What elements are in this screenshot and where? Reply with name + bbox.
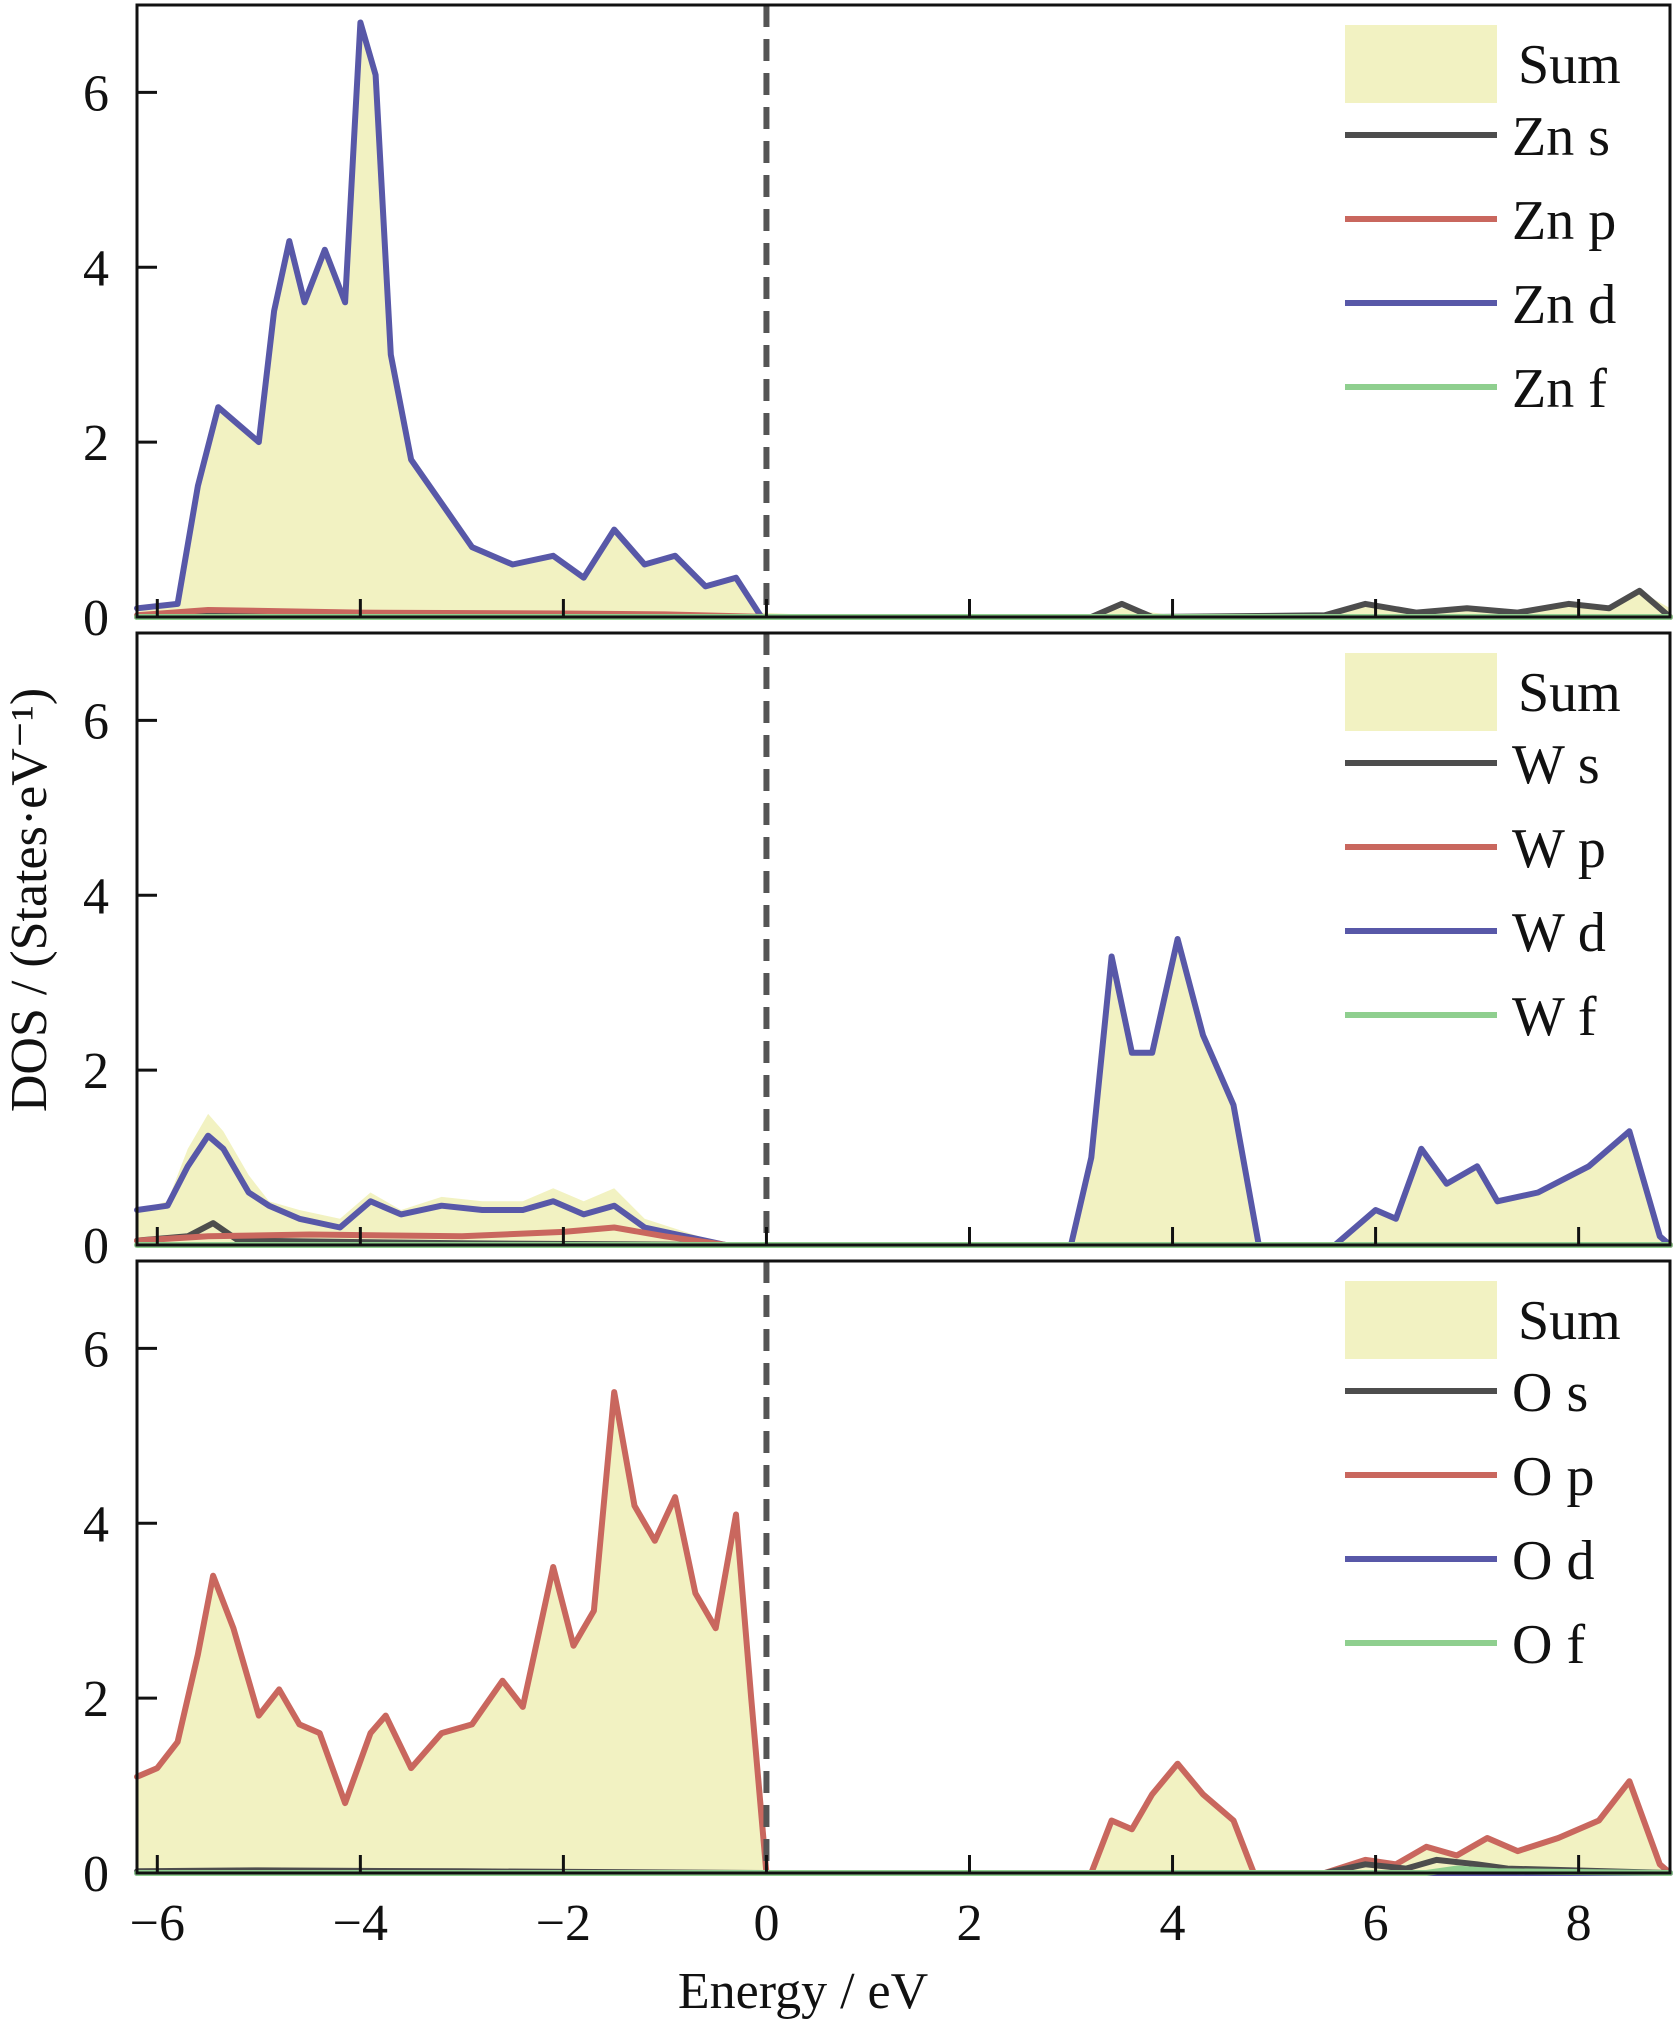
y-tick-label: 6 xyxy=(83,65,109,122)
y-tick-label: 0 xyxy=(83,590,109,647)
y-tick-label: 2 xyxy=(83,1043,109,1100)
legend-label: O s xyxy=(1512,1362,1588,1424)
sum-area xyxy=(137,22,1670,617)
legend-sum-swatch xyxy=(1345,25,1497,103)
legend-label: W s xyxy=(1512,734,1600,796)
y-tick-label: 2 xyxy=(83,1671,109,1728)
legend-label: O d xyxy=(1512,1530,1594,1592)
legend-label: Sum xyxy=(1518,662,1621,724)
x-tick-label: −2 xyxy=(536,1895,591,1952)
legend-sum-swatch xyxy=(1345,1281,1497,1359)
y-tick-label: 0 xyxy=(83,1846,109,1903)
legend-label: W d xyxy=(1512,902,1606,964)
x-tick-label: 8 xyxy=(1566,1895,1592,1952)
x-tick-label: −6 xyxy=(130,1895,185,1952)
legend-label: O p xyxy=(1512,1446,1594,1508)
panels-group: 0 2 4 6 Sum Zn s Zn p Zn d Zn f 0 2 4 6 Sum W s W p W d W… xyxy=(83,3,1673,1952)
legend: Sum O s O p O d O f xyxy=(1345,1281,1621,1676)
y-tick-label: 2 xyxy=(83,415,109,472)
x-tick-label: 6 xyxy=(1363,1895,1389,1952)
panel-frame xyxy=(135,1259,1672,1875)
x-tick-label: 4 xyxy=(1160,1895,1186,1952)
panel-frame xyxy=(135,631,1672,1247)
legend: Sum W s W p W d W f xyxy=(1345,653,1621,1048)
x-axis-label: Energy / eV xyxy=(678,1963,928,2019)
series-line-zn-d xyxy=(134,19,1673,620)
legend-label: Zn s xyxy=(1512,106,1610,168)
legend-sum-swatch xyxy=(1345,653,1497,731)
x-tick-label: 2 xyxy=(956,1895,982,1952)
sum-area xyxy=(137,939,1670,1245)
legend-label: W f xyxy=(1512,986,1597,1048)
y-axis-label: DOS / (States·eV⁻¹) xyxy=(1,688,58,1112)
x-tick-label: 0 xyxy=(753,1895,779,1952)
x-tick-labels: −6 −4 −2 0 2 4 6 8 xyxy=(130,1895,1592,1952)
legend-label: Zn p xyxy=(1512,190,1616,252)
series-line-o-p xyxy=(134,1389,1673,1876)
y-tick-label: 4 xyxy=(83,240,109,297)
x-tick-label: −4 xyxy=(333,1895,388,1952)
legend-label: Sum xyxy=(1518,34,1621,96)
legend: Sum Zn s Zn p Zn d Zn f xyxy=(1345,25,1621,420)
legend-label: O f xyxy=(1512,1614,1585,1676)
panel-2: 0 2 4 6 Sum W s W p W d W f xyxy=(83,631,1673,1275)
panel-frame xyxy=(135,3,1672,619)
sum-area xyxy=(137,1392,1670,1873)
legend-label: Zn d xyxy=(1512,274,1616,336)
legend-label: Sum xyxy=(1518,1290,1621,1352)
y-tick-label: 0 xyxy=(83,1218,109,1275)
panel-1: 0 2 4 6 Sum Zn s Zn p Zn d Zn f xyxy=(83,3,1673,647)
y-tick-label: 6 xyxy=(83,693,109,750)
y-tick-label: 4 xyxy=(83,868,109,925)
panel-3: 0 2 4 6 Sum O s O p O d O f xyxy=(83,1259,1673,1903)
legend-label: W p xyxy=(1512,818,1606,880)
y-tick-label: 6 xyxy=(83,1321,109,1378)
legend-label: Zn f xyxy=(1512,358,1607,420)
y-tick-label: 4 xyxy=(83,1496,109,1553)
